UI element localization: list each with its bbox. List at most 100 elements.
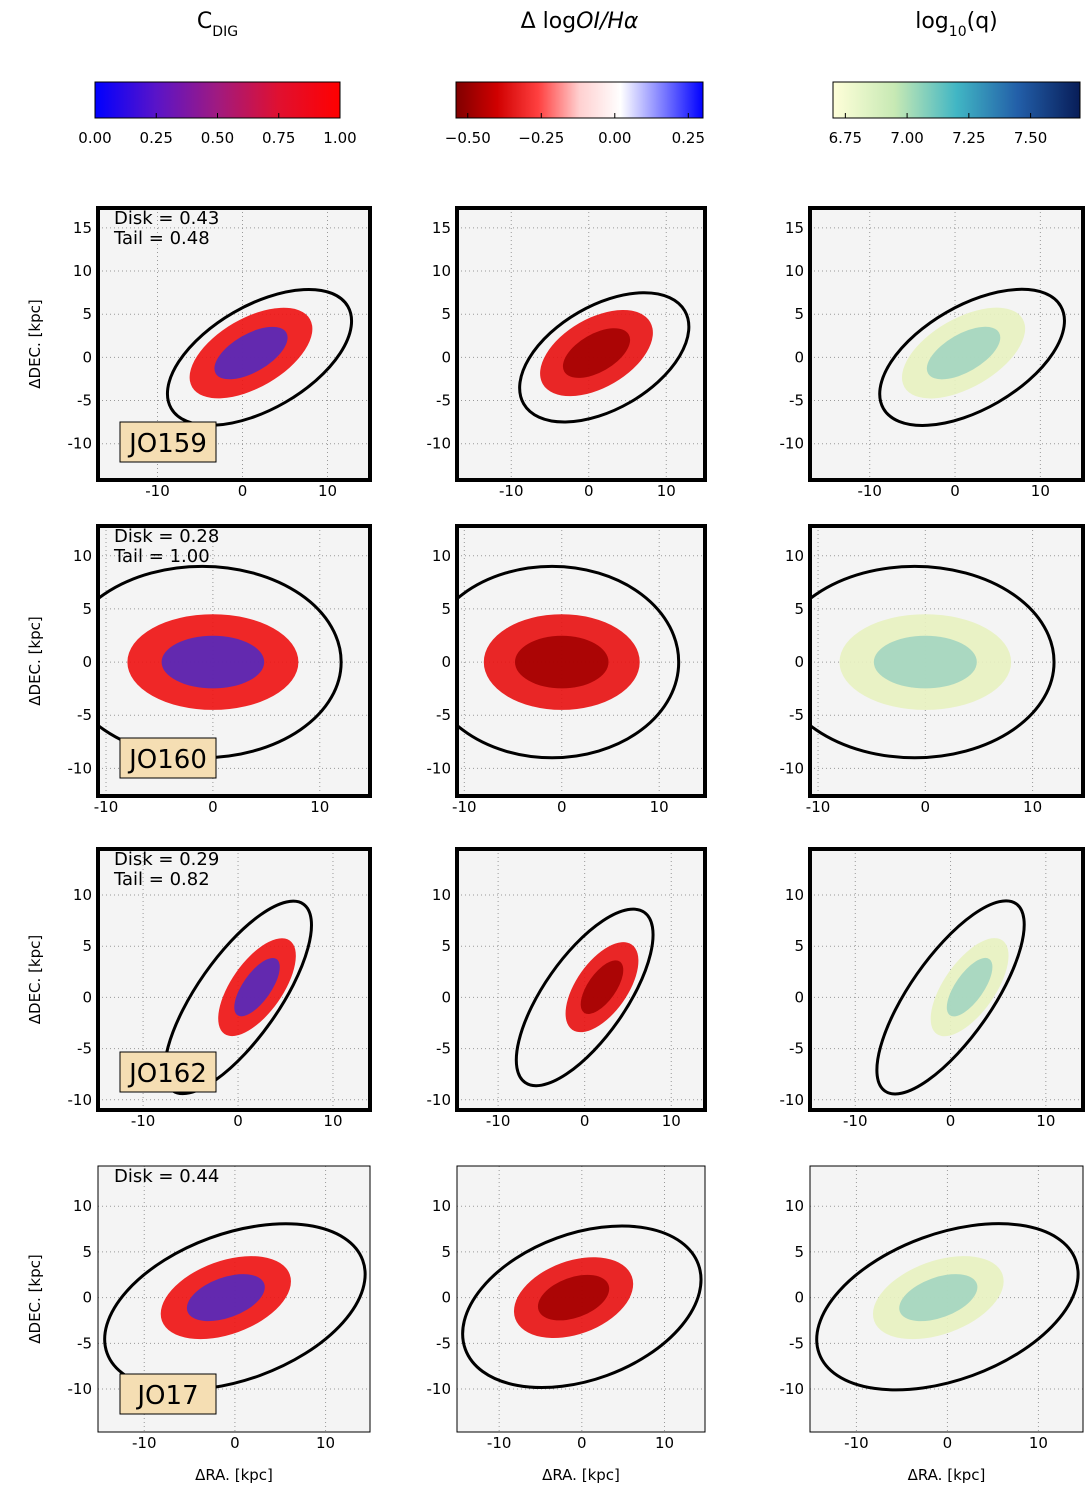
- colorbar-tick-label: 0.25: [140, 129, 173, 147]
- emission-core: [161, 635, 265, 689]
- y-tick-label: 5: [82, 305, 92, 323]
- y-tick-label: 5: [794, 600, 804, 618]
- emission-core: [873, 635, 977, 689]
- y-tick-label: -5: [77, 392, 92, 410]
- galaxy-contour: [103, 1222, 367, 1392]
- panel-frame: [808, 524, 1085, 798]
- title-part: Δ log: [521, 9, 577, 34]
- title-part: C: [197, 9, 212, 34]
- panel: [810, 526, 1083, 796]
- emission-core: [899, 1274, 978, 1322]
- panel-frame: [809, 1165, 1084, 1433]
- y-tick-label: 10: [73, 262, 92, 280]
- galaxy-label-box: [119, 421, 217, 463]
- panel: [810, 849, 1083, 1110]
- y-tick-label: 0: [82, 1289, 92, 1307]
- title-part: 10: [949, 24, 967, 40]
- y-tick-label: 10: [785, 262, 804, 280]
- y-tick-label: 10: [432, 1197, 451, 1215]
- galaxy-label: JO159: [127, 429, 207, 459]
- y-tick-label: 0: [82, 348, 92, 366]
- x-tick-label: 0: [950, 482, 960, 500]
- y-tick-label: 15: [73, 219, 92, 237]
- y-tick-label: -5: [789, 706, 804, 724]
- x-tick-label: -10: [452, 798, 477, 816]
- x-tick-label: 0: [580, 1112, 590, 1130]
- stat-annotation: Disk = 0.28: [114, 526, 219, 547]
- y-tick-label: 5: [82, 600, 92, 618]
- panel-frame: [455, 847, 707, 1112]
- x-tick-label: 0: [946, 1112, 956, 1130]
- x-tick-label: 0: [943, 1434, 953, 1452]
- x-tick-label: 0: [208, 798, 218, 816]
- galaxy-label: JO17: [135, 1381, 198, 1411]
- y-tick-label: 5: [441, 1243, 451, 1261]
- panel-frame: [97, 1165, 371, 1433]
- y-tick-label: 10: [73, 1197, 92, 1215]
- y-tick-label: -10: [780, 759, 805, 777]
- x-tick-label: 10: [1029, 1434, 1048, 1452]
- x-tick-label: 10: [662, 1112, 681, 1130]
- y-tick-label: -5: [436, 392, 451, 410]
- y-tick-label: 0: [441, 653, 451, 671]
- emission-core: [580, 960, 624, 1014]
- y-tick-label: 0: [794, 653, 804, 671]
- colorbar: [832, 81, 1081, 119]
- y-tick-label: -5: [436, 706, 451, 724]
- colorbar-tick-label: 6.75: [829, 129, 862, 147]
- galaxy-contour: [875, 899, 1026, 1096]
- panel-frame: [455, 206, 707, 482]
- galaxy-contour: [810, 564, 1056, 760]
- x-tick-label: 10: [323, 1112, 342, 1130]
- y-tick-label: -5: [789, 1040, 804, 1058]
- galaxy-contour: [815, 1222, 1080, 1392]
- x-tick-label: 0: [238, 482, 248, 500]
- panel: [457, 208, 705, 480]
- panel: [98, 1166, 370, 1432]
- panel: [98, 208, 370, 480]
- colorbar-tick-label: 0.75: [262, 129, 295, 147]
- y-tick-label: 10: [785, 886, 804, 904]
- x-tick-label: -10: [843, 1112, 868, 1130]
- y-tick-label: -10: [427, 759, 452, 777]
- panel: [98, 526, 370, 796]
- y-axis-label: ΔDEC. [kpc]: [26, 1254, 44, 1343]
- x-tick-label: 10: [655, 1434, 674, 1452]
- column-title: Δ logOI/Hα: [521, 9, 639, 34]
- galaxy-contour: [878, 287, 1066, 427]
- colorbar-tick-label: 7.50: [1014, 129, 1047, 147]
- x-tick-label: -10: [131, 1112, 156, 1130]
- x-tick-label: 0: [233, 1112, 243, 1130]
- column-title: log10(q): [915, 9, 998, 40]
- y-tick-label: 5: [441, 305, 451, 323]
- y-tick-label: 5: [82, 1243, 92, 1261]
- emission-core: [234, 958, 280, 1017]
- y-tick-label: -5: [436, 1334, 451, 1352]
- y-tick-label: 15: [785, 219, 804, 237]
- y-tick-label: 10: [73, 886, 92, 904]
- panel-frame: [96, 847, 372, 1112]
- y-tick-label: -10: [427, 1380, 452, 1398]
- x-tick-label: -10: [486, 1112, 511, 1130]
- y-tick-label: -10: [427, 435, 452, 453]
- stat-annotation: Tail = 1.00: [113, 546, 210, 567]
- emission-core: [214, 326, 288, 380]
- x-tick-label: 10: [657, 482, 676, 500]
- y-axis-label: ΔDEC. [kpc]: [26, 616, 44, 705]
- galaxy-label-box: [119, 1051, 217, 1093]
- galaxy-label: JO162: [127, 1059, 207, 1089]
- x-tick-label: 0: [921, 798, 931, 816]
- y-tick-label: 0: [441, 988, 451, 1006]
- panel-frame: [808, 847, 1085, 1112]
- stat-annotation: Disk = 0.43: [114, 208, 219, 229]
- y-tick-label: 0: [441, 1289, 451, 1307]
- y-tick-label: -5: [789, 1334, 804, 1352]
- y-tick-label: -10: [68, 435, 93, 453]
- colorbar-tick-label: 0.00: [598, 129, 631, 147]
- emission-core: [186, 1274, 265, 1322]
- stat-annotation: Disk = 0.29: [114, 849, 219, 870]
- galaxy-contour: [165, 287, 354, 427]
- panel: [810, 208, 1083, 480]
- y-tick-label: 0: [794, 988, 804, 1006]
